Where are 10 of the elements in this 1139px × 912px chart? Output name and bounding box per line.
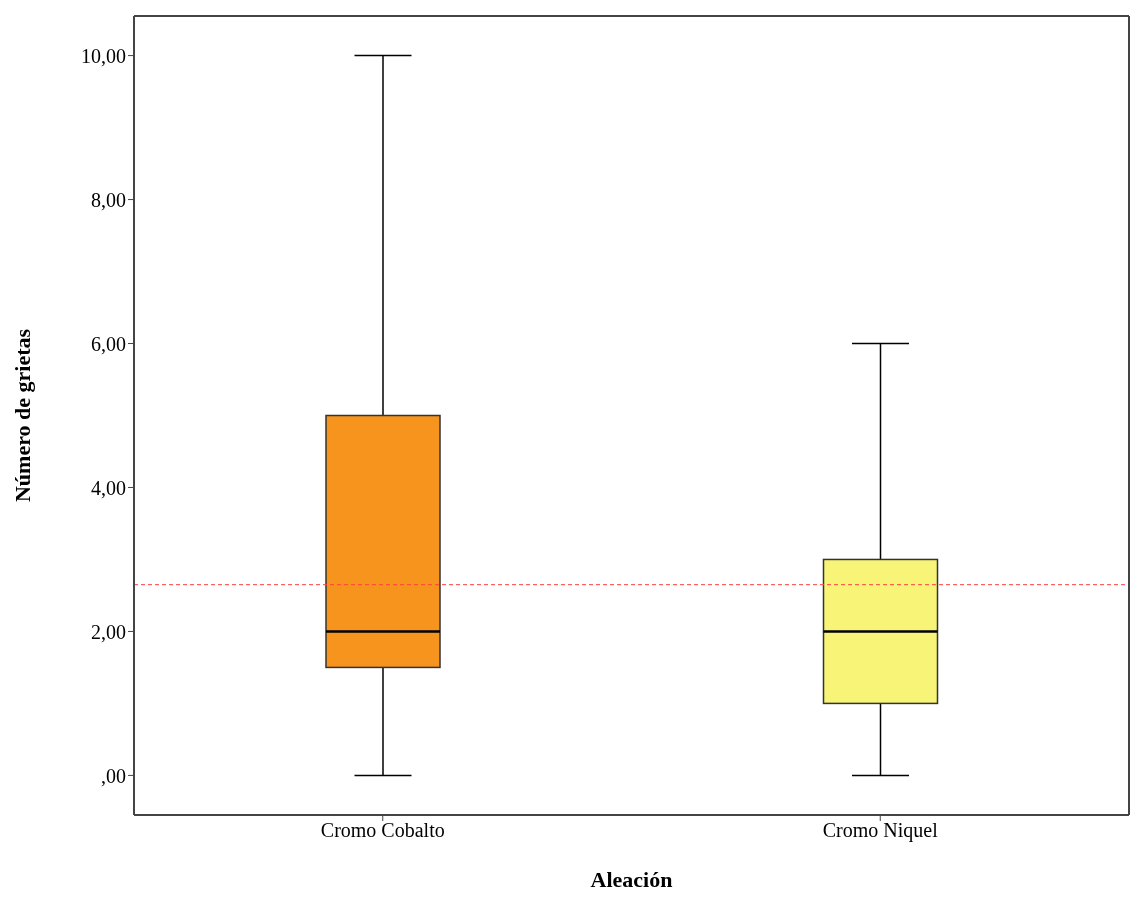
x-tick-label: Cromo Cobalto <box>320 819 445 842</box>
y-tick-label: ,00 <box>101 764 126 787</box>
x-tick-label: Cromo Niquel <box>822 819 939 843</box>
y-tick-label: 2,00 <box>91 620 126 643</box>
y-tick-label: 6,00 <box>91 332 126 355</box>
y-tick-label: 10,00 <box>81 44 126 67</box>
x-axis-title: Aleación <box>590 867 673 892</box>
y-tick-label: 8,00 <box>91 188 126 211</box>
y-tick-label: 4,00 <box>91 476 126 499</box>
y-axis-title: Número de grietas <box>9 328 35 503</box>
